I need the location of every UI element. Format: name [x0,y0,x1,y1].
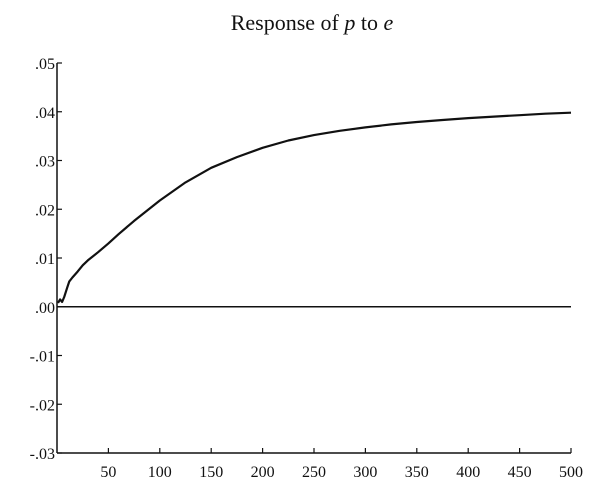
x-tick-label: 100 [148,464,172,481]
x-tick-label: 400 [456,464,480,481]
x-tick-label: 50 [100,464,116,481]
y-tick-label: -.02 [30,397,55,414]
x-tick-label: 250 [302,464,326,481]
x-tick-label: 300 [353,464,377,481]
x-tick-label: 200 [251,464,275,481]
chart-title: Response of p to e [231,10,394,35]
y-tick-label: .04 [35,105,55,122]
y-tick-label: .01 [35,251,55,268]
x-tick-label: 350 [405,464,429,481]
y-tick-label: .02 [35,202,55,219]
y-tick-label: .05 [35,56,55,73]
x-tick-label: 150 [199,464,223,481]
y-tick-label: .03 [35,154,55,171]
plot-area: -.03 -.02 -.01 .00 .01 .02 .03 .04 .05 50 100 150 20… [30,56,583,481]
x-tick-label: 450 [508,464,532,481]
y-tick-label: -.01 [30,349,55,366]
series-line-0 [57,111,572,304]
x-tick-label: 500 [559,464,583,481]
y-tick-label: -.03 [30,446,55,463]
y-tick-label: .00 [35,300,55,317]
